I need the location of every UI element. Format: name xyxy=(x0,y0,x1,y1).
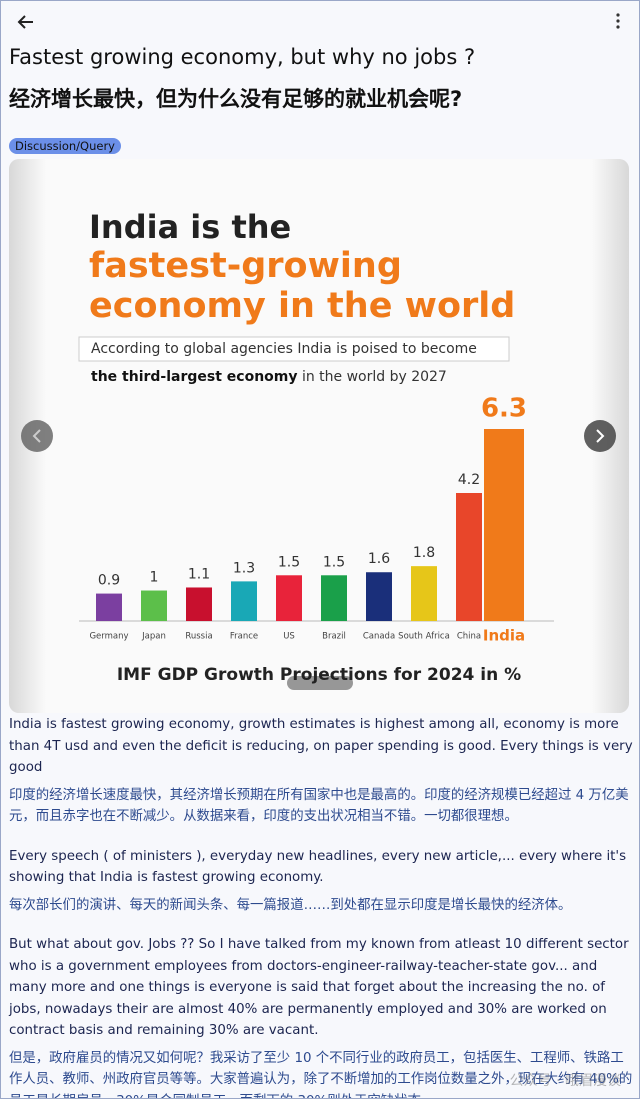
data-label: 1.8 xyxy=(413,545,435,561)
category-label: India xyxy=(483,627,525,645)
data-label: 6.3 xyxy=(481,394,527,424)
bar xyxy=(411,566,437,621)
chart-subtitle-2: the third-largest economy in the world b… xyxy=(91,369,447,385)
post-body: India is fastest growing economy, growth… xyxy=(9,714,633,1099)
data-label: 1.5 xyxy=(278,554,300,570)
watermark: 公众号 · 峨眉漫谈 xyxy=(509,1073,621,1089)
prev-button[interactable] xyxy=(21,420,53,452)
category-label: South Africa xyxy=(398,632,450,642)
category-label: China xyxy=(457,632,481,642)
bar xyxy=(484,429,524,621)
data-label: 1 xyxy=(150,570,159,586)
more-button[interactable] xyxy=(615,13,621,29)
category-label: Germany xyxy=(89,632,128,642)
paragraph-translation: 每次部长们的演讲、每天的新闻头条、每一篇报道……到处都在显示印度是增长最快的经济… xyxy=(9,897,572,913)
chart-title: economy in the world xyxy=(89,286,515,326)
category-label: Russia xyxy=(185,632,212,642)
post-title: Fastest growing economy, but why no jobs… xyxy=(9,45,476,69)
paragraph: Every speech ( of ministers ), everyday … xyxy=(9,846,633,917)
back-button[interactable] xyxy=(13,9,39,35)
category-label: US xyxy=(283,632,295,642)
post-title-zh: 经济增长最快，但为什么没有足够的就业机会呢? xyxy=(9,87,463,111)
bar xyxy=(186,587,212,621)
next-button[interactable] xyxy=(584,420,616,452)
chart-caption: IMF GDP Growth Projections for 2024 in % xyxy=(117,665,521,685)
category-label: Canada xyxy=(363,632,395,642)
data-label: 1.6 xyxy=(368,551,390,567)
bar xyxy=(96,593,122,621)
chart-title: India is the xyxy=(89,208,291,246)
bar xyxy=(456,493,482,621)
bar xyxy=(141,590,167,621)
next-arrow xyxy=(596,429,605,443)
chart-title: fastest-growing xyxy=(89,246,402,286)
category-label: Japan xyxy=(141,632,166,642)
category-label: France xyxy=(230,632,258,642)
chart-subtitle: According to global agencies India is po… xyxy=(91,341,477,357)
bar xyxy=(366,572,392,621)
paragraph-translation: 印度的经济增长速度最快，其经济增长预期在所有国家中也是最高的。印度的经济规模已经… xyxy=(9,787,629,825)
paragraph-text: But what about gov. Jobs ?? So I have ta… xyxy=(9,937,629,1038)
data-label: 0.9 xyxy=(98,573,120,589)
bar xyxy=(231,581,257,621)
paragraph-text: India is fastest growing economy, growth… xyxy=(9,717,633,775)
data-label: 1.1 xyxy=(188,566,210,582)
carousel-dots[interactable] xyxy=(287,676,353,690)
bar xyxy=(276,575,302,621)
subtitle-bold: the third-largest economy xyxy=(91,369,298,385)
paragraph-text: Every speech ( of ministers ), everyday … xyxy=(9,848,627,886)
category-label: Brazil xyxy=(322,632,346,642)
data-label: 4.2 xyxy=(458,472,480,488)
data-label: 1.3 xyxy=(233,560,255,576)
post-image: India is the fastest-growing economy in th… xyxy=(9,159,629,713)
paragraph-translation: 但是，政府雇员的情况又如何呢？我采访了至少 10 个不同行业的政府员工，包括医生… xyxy=(9,1050,633,1099)
bar xyxy=(321,575,347,621)
data-label: 1.5 xyxy=(323,554,345,570)
subtitle-box xyxy=(78,336,510,362)
flair-tag[interactable]: Discussion/Query xyxy=(9,138,121,154)
prev-arrow xyxy=(32,429,41,443)
paragraph: India is fastest growing economy, growth… xyxy=(9,714,633,828)
subtitle-rest: in the world by 2027 xyxy=(298,369,447,385)
paragraph: But what about gov. Jobs ?? So I have ta… xyxy=(9,934,633,1099)
